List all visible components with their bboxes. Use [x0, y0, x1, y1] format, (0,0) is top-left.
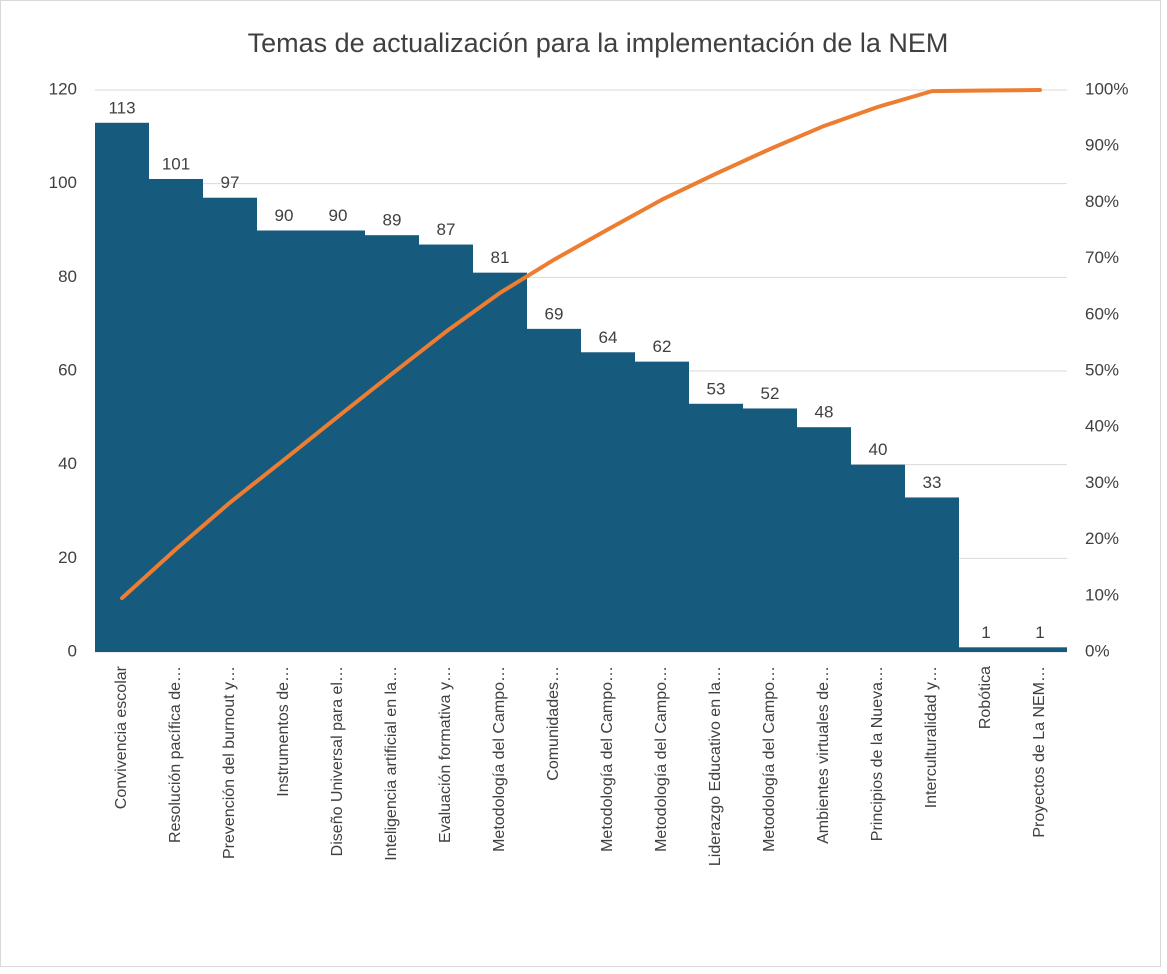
y2-tick-label: 0%: [1085, 641, 1110, 660]
y2-tick-label: 20%: [1085, 529, 1119, 548]
bar: [419, 244, 473, 653]
bar: [689, 403, 743, 652]
data-label: 89: [383, 211, 402, 230]
bar: [797, 427, 851, 652]
x-tick-label: Resolución pacífica de…: [167, 666, 184, 843]
data-label: 1: [981, 623, 990, 642]
x-tick-label: Metodología del Campo…: [491, 666, 508, 852]
x-tick-label: Metodología del Campo…: [599, 666, 616, 852]
data-label: 33: [923, 473, 942, 492]
data-label: 97: [221, 173, 240, 192]
bar: [851, 464, 905, 652]
data-label: 40: [869, 440, 888, 459]
data-label: 62: [653, 337, 672, 356]
x-tick-label: Comunidades…: [545, 666, 562, 781]
y2-tick-label: 90%: [1085, 136, 1119, 155]
cumulative-line: [120, 88, 1042, 601]
data-label: 1: [1035, 623, 1044, 642]
y2-tick-label: 80%: [1085, 192, 1119, 211]
x-tick-label: Proyectos de La NEM…: [1031, 666, 1048, 838]
y-tick-label: 120: [49, 79, 77, 98]
x-tick-label: Principios de la Nueva…: [869, 666, 886, 841]
y2-tick-label: 40%: [1085, 417, 1119, 436]
y2-tick-label: 30%: [1085, 473, 1119, 492]
bar: [365, 235, 419, 652]
y-tick-label: 80: [58, 267, 77, 286]
y-tick-label: 40: [58, 454, 77, 473]
x-tick-label: Ambientes virtuales de…: [815, 666, 832, 844]
bar: [959, 647, 1013, 652]
y2-tick-label: 50%: [1085, 360, 1119, 379]
bar: [1013, 647, 1067, 652]
y-tick-label: 100: [49, 173, 77, 192]
y-tick-label: 20: [58, 548, 77, 567]
data-label: 52: [761, 384, 780, 403]
x-tick-label: Diseño Universal para el…: [329, 666, 346, 856]
x-tick-label: Inteligencia artificial en la…: [383, 666, 400, 861]
y-tick-label: 60: [58, 360, 77, 379]
bar: [527, 328, 581, 652]
y2-tick-label: 70%: [1085, 248, 1119, 267]
bar: [473, 272, 527, 652]
y2-tick-label: 100%: [1085, 79, 1128, 98]
data-label: 113: [108, 98, 135, 117]
x-tick-label: Convivencia escolar: [113, 665, 130, 809]
x-tick-label: Metodología del Campo…: [761, 666, 778, 852]
data-label: 69: [545, 304, 564, 323]
x-tick-label: Metodología del Campo…: [653, 666, 670, 852]
bar: [95, 122, 149, 653]
bar: [581, 352, 635, 652]
bar: [149, 178, 203, 652]
bar: [257, 230, 311, 652]
data-label: 64: [599, 328, 618, 347]
x-tick-label: Robótica: [977, 666, 994, 729]
bar: [203, 197, 257, 652]
data-label: 90: [275, 206, 294, 225]
data-label: 101: [162, 154, 190, 173]
x-tick-label: Liderazgo Educativo en la…: [707, 666, 724, 866]
chart-title: Temas de actualización para la implement…: [248, 28, 949, 58]
bar: [905, 497, 959, 652]
x-tick-label: Instrumentos de…: [275, 666, 292, 797]
data-label: 81: [491, 248, 510, 267]
data-label: 87: [437, 220, 456, 239]
data-label: 90: [329, 206, 348, 225]
y-tick-label: 0: [68, 641, 77, 660]
y2-tick-label: 10%: [1085, 585, 1119, 604]
bar: [743, 408, 797, 652]
data-label: 53: [707, 379, 726, 398]
x-tick-label: Prevención del burnout y…: [221, 666, 238, 859]
x-tick-label: Interculturalidad y…: [923, 666, 940, 808]
bar: [311, 230, 365, 652]
bar: [635, 361, 689, 652]
y2-tick-label: 60%: [1085, 304, 1119, 323]
x-tick-label: Evaluación formativa y…: [437, 666, 454, 843]
data-label: 48: [815, 403, 834, 422]
